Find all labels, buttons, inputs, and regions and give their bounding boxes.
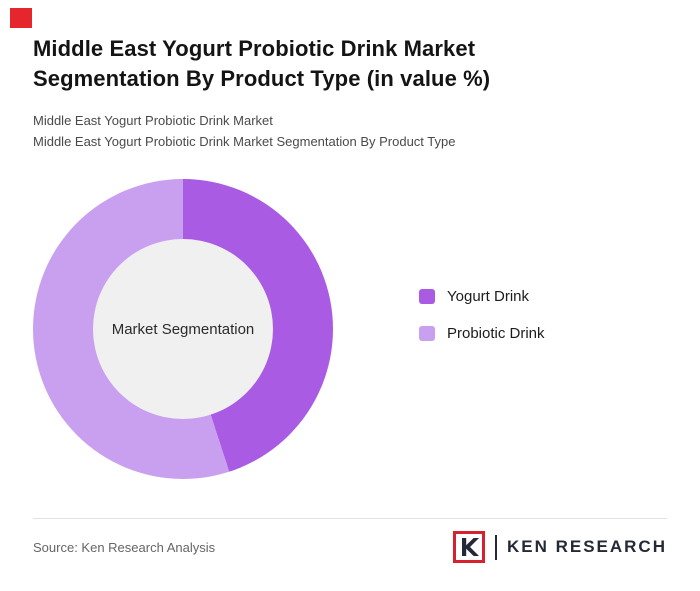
subtitle-market: Middle East Yogurt Probiotic Drink Marke…	[33, 113, 273, 129]
subtitle-segmentation: Middle East Yogurt Probiotic Drink Marke…	[33, 134, 456, 150]
donut-center: Market Segmentation	[93, 239, 273, 420]
report-page: Middle East Yogurt Probiotic Drink Marke…	[33, 36, 667, 480]
footer-divider	[33, 518, 667, 519]
brand-separator	[494, 534, 497, 560]
brand-logo: KEN RESEARCH	[452, 531, 667, 563]
source-text: Source: Ken Research Analysis	[33, 539, 216, 555]
legend-item: Yogurt Drink	[419, 288, 545, 305]
legend-item: Probiotic Drink	[419, 325, 545, 342]
legend-label: Yogurt Drink	[447, 288, 529, 306]
brand-name: KEN RESEARCH	[506, 537, 667, 556]
footer: Source: Ken Research Analysis KEN RESEAR…	[33, 524, 667, 570]
legend-swatch	[419, 289, 435, 305]
donut-chart-wrap: Market Segmentation	[33, 179, 333, 480]
ken-research-k-icon	[452, 531, 485, 563]
donut-chart: Market Segmentation	[33, 179, 333, 480]
subtitles: Middle East Yogurt Probiotic Drink Marke…	[33, 110, 667, 152]
legend-swatch	[419, 326, 435, 342]
donut-center-label: Market Segmentation	[111, 320, 255, 338]
legend-label: Probiotic Drink	[447, 325, 545, 343]
page-title: Middle East Yogurt Probiotic Drink Marke…	[33, 36, 491, 91]
accent-square	[10, 8, 32, 28]
chart-area: Market Segmentation Yogurt Drink Probioti…	[33, 179, 667, 480]
legend: Yogurt Drink Probiotic Drink	[419, 288, 545, 342]
